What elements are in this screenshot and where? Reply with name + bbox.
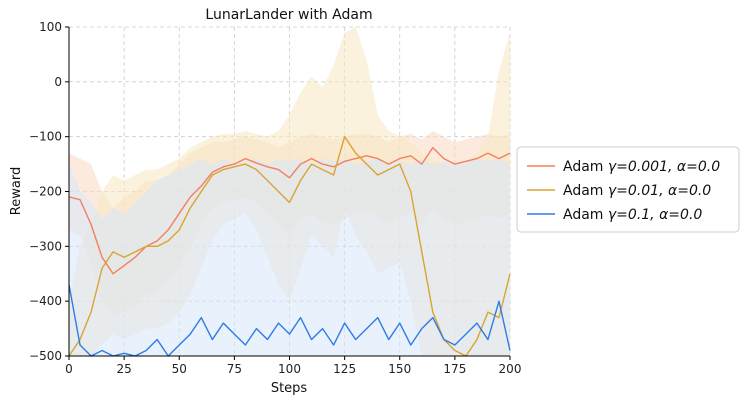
series-2-band <box>69 158 510 356</box>
y-tick-label-5: −400 <box>29 294 62 308</box>
series-lines <box>68 135 511 357</box>
legend: Adam γ=0.001, α=0.0 Adam γ=0.01, α=0.0 Ada… <box>516 146 740 233</box>
y-axis-label: Reward <box>9 167 24 215</box>
legend-label-0: Adam γ=0.001, α=0.0 <box>563 159 720 175</box>
y-tick-label-1: 0 <box>54 75 62 89</box>
y-tick-label-0: 100 <box>39 20 62 34</box>
y-tick-label-2: −100 <box>29 130 62 144</box>
legend-label-1: Adam γ=0.01, α=0.0 <box>563 183 711 199</box>
confidence-bands <box>69 27 510 356</box>
x-tick-label-6: 150 <box>388 362 411 376</box>
x-tick-label-7: 175 <box>443 362 466 376</box>
x-tick-label-0: 0 <box>65 362 73 376</box>
x-tick-label-2: 50 <box>172 362 187 376</box>
legend-box <box>516 146 740 233</box>
x-tick-label-3: 75 <box>227 362 242 376</box>
y-tick-label-4: −300 <box>29 239 62 253</box>
plot-area: 0 25 50 75 100 125 150 175 200 100 0 −100 −200 −300 −… <box>29 20 521 376</box>
series-0-line <box>68 146 511 275</box>
series-1-line <box>68 135 511 357</box>
x-tick-label-8: 200 <box>499 362 522 376</box>
x-axis-label: Steps <box>271 381 308 396</box>
legend-label-2: Adam γ=0.1, α=0.0 <box>563 207 702 223</box>
x-tick-label-1: 25 <box>116 362 131 376</box>
x-tick-label-5: 125 <box>333 362 356 376</box>
y-axis-ticks: 100 0 −100 −200 −300 −400 −500 <box>29 20 69 363</box>
chart-title: LunarLander with Adam <box>205 7 372 23</box>
series-2-line <box>68 284 511 357</box>
y-tick-label-6: −500 <box>29 349 62 363</box>
y-tick-label-3: −200 <box>29 185 62 199</box>
x-axis-ticks: 0 25 50 75 100 125 150 175 200 <box>65 356 521 376</box>
x-tick-label-4: 100 <box>278 362 301 376</box>
